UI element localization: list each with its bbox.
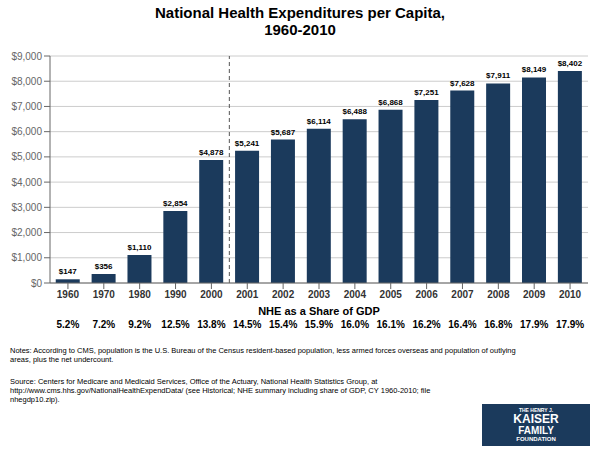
svg-text:$6,000: $6,000 (11, 126, 42, 137)
svg-text:$5,241: $5,241 (235, 139, 260, 148)
html-text:FAMILY: FAMILY (518, 424, 554, 436)
html-text:http://www.cms.hhs.gov/Nationa: http://www.cms.hhs.gov/NationalHealthExp… (10, 386, 431, 404)
svg-text:2004: 2004 (344, 289, 367, 300)
svg-text:2010: 2010 (559, 289, 582, 300)
svg-text:2001: 2001 (236, 289, 259, 300)
svg-text:$7,628: $7,628 (450, 79, 475, 88)
svg-text:16.2%: 16.2% (412, 319, 440, 330)
svg-text:$2,000: $2,000 (11, 227, 42, 238)
svg-text:$6,114: $6,114 (307, 117, 332, 126)
svg-text:$6,488: $6,488 (342, 107, 367, 116)
svg-text:13.8%: 13.8% (197, 319, 225, 330)
svg-text:5.2%: 5.2% (57, 319, 80, 330)
svg-text:2002: 2002 (272, 289, 295, 300)
svg-text:$6,868: $6,868 (378, 98, 403, 107)
svg-text:9.2%: 9.2% (128, 319, 151, 330)
svg-text:$0: $0 (31, 278, 43, 289)
svg-text:16.8%: 16.8% (484, 319, 512, 330)
svg-text:$8,149: $8,149 (522, 65, 547, 74)
svg-text:$7,000: $7,000 (11, 101, 42, 112)
svg-text:14.5%: 14.5% (233, 319, 261, 330)
svg-text:$1,110: $1,110 (127, 243, 152, 252)
svg-text:17.9%: 17.9% (520, 319, 548, 330)
svg-text:16.4%: 16.4% (448, 319, 476, 330)
svg-text:$9,000: $9,000 (11, 51, 42, 62)
svg-text:$7,911: $7,911 (486, 71, 511, 80)
svg-text:$2,854: $2,854 (163, 199, 188, 208)
html-text:FOUNDATION: FOUNDATION (516, 436, 556, 442)
svg-text:$147: $147 (59, 267, 77, 276)
svg-text:1980: 1980 (129, 289, 152, 300)
svg-text:$1,000: $1,000 (11, 252, 42, 263)
svg-text:2000: 2000 (200, 289, 223, 300)
svg-text:16.0%: 16.0% (341, 319, 369, 330)
html-text:THE HENRY J.: THE HENRY J. (518, 406, 554, 413)
svg-text:$356: $356 (95, 262, 113, 271)
svg-text:12.5%: 12.5% (161, 319, 189, 330)
svg-text:2007: 2007 (451, 289, 474, 300)
svg-text:$4,878: $4,878 (199, 148, 224, 157)
svg-text:15.4%: 15.4% (269, 319, 297, 330)
svg-text:15.9%: 15.9% (305, 319, 333, 330)
html-text:Notes: According to CMS, popul: Notes: According to CMS, population is t… (10, 346, 516, 364)
svg-text:1970: 1970 (93, 289, 116, 300)
svg-text:$3,000: $3,000 (11, 202, 42, 213)
svg-text:7.2%: 7.2% (92, 319, 115, 330)
svg-text:1990: 1990 (164, 289, 187, 300)
svg-text:2008: 2008 (487, 289, 510, 300)
html-text:National Health Expenditures p: National Health Expenditures per Capita,… (155, 4, 445, 38)
svg-text:$5,687: $5,687 (271, 128, 296, 137)
html-text:Source: Centers for Medicare a: Source: Centers for Medicare and Medicai… (10, 377, 378, 386)
svg-text:2003: 2003 (308, 289, 331, 300)
svg-text:2009: 2009 (523, 289, 546, 300)
svg-text:16.1%: 16.1% (377, 319, 405, 330)
svg-text:17.9%: 17.9% (556, 319, 584, 330)
svg-text:1960: 1960 (57, 289, 80, 300)
svg-text:$8,000: $8,000 (11, 76, 42, 87)
svg-text:2006: 2006 (415, 289, 438, 300)
html-text:NHE as a Share of GDP: NHE as a Share of GDP (258, 305, 380, 317)
svg-text:$5,000: $5,000 (11, 151, 42, 162)
html-text:KAISER: KAISER (513, 411, 559, 426)
svg-text:$4,000: $4,000 (11, 177, 42, 188)
svg-text:$8,402: $8,402 (558, 59, 583, 68)
svg-text:$7,251: $7,251 (414, 88, 439, 97)
svg-text:2005: 2005 (380, 289, 403, 300)
